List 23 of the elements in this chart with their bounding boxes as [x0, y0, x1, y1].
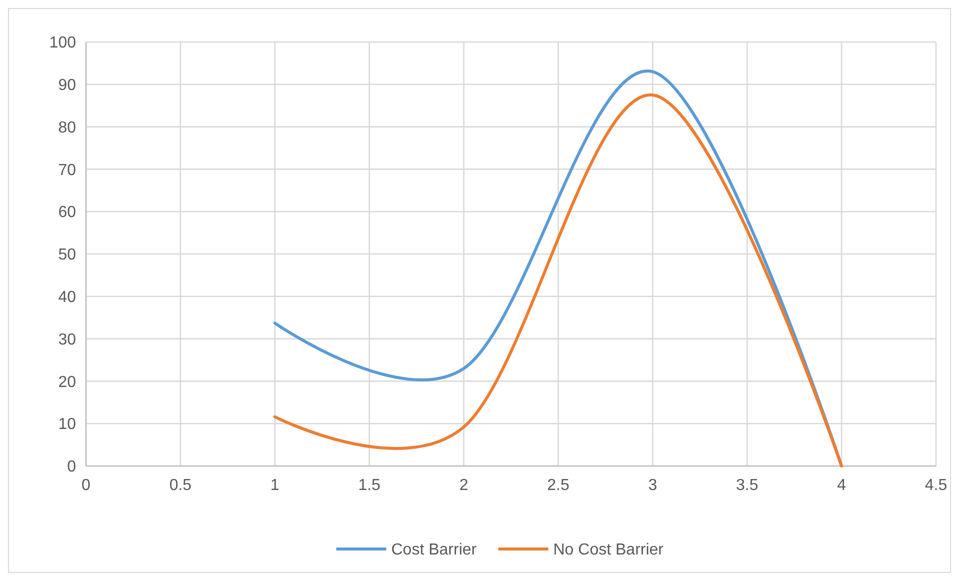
y-tick-label: 30 — [58, 331, 76, 348]
x-tick-label: 1 — [270, 477, 280, 494]
y-tick-label: 70 — [58, 162, 76, 179]
x-tick-label: 4 — [837, 477, 846, 494]
x-tick-label: 0 — [82, 477, 91, 494]
y-tick-label: 10 — [58, 416, 76, 434]
x-tick-label: 1.5 — [358, 477, 381, 494]
x-tick-label: 3.5 — [736, 477, 758, 494]
y-tick-label: 100 — [49, 34, 76, 52]
x-tick-label: 2 — [459, 477, 468, 494]
y-tick-label: 60 — [58, 204, 76, 222]
x-tick-label: 0.5 — [169, 477, 192, 494]
legend-label: No Cost Barrier — [553, 542, 664, 559]
y-tick-label: 40 — [58, 289, 76, 306]
y-tick-label: 0 — [67, 458, 76, 476]
legend-label: Cost Barrier — [391, 542, 478, 559]
y-tick-label: 20 — [58, 374, 76, 391]
y-tick-label: 50 — [58, 246, 76, 264]
x-tick-label: 4.5 — [924, 477, 948, 494]
y-tick-label: 80 — [58, 119, 76, 136]
x-tick-label: 3 — [648, 477, 658, 494]
x-tick-label: 2.5 — [547, 477, 570, 494]
y-tick-label: 90 — [58, 77, 76, 94]
